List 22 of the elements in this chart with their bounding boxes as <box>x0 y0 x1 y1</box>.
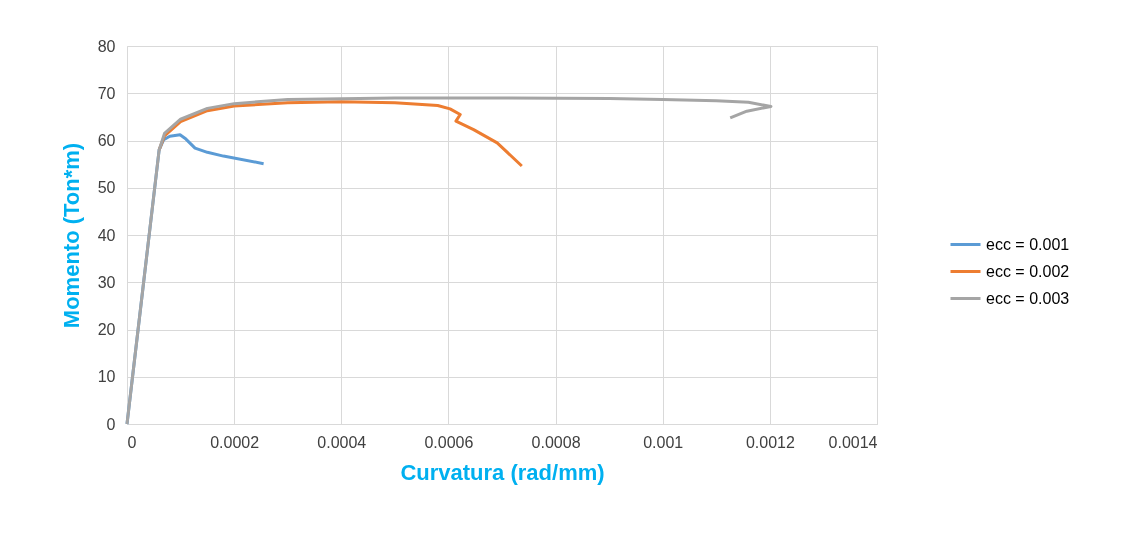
y-tick-label: 40 <box>97 226 116 244</box>
y-tick-label: 10 <box>97 368 116 386</box>
y-tick-label: 20 <box>97 321 116 338</box>
y-tick-label: 80 <box>97 37 116 55</box>
x-axis-title: Curvatura (rad/mm) <box>400 459 605 485</box>
x-tick-label: 0.0008 <box>531 433 581 451</box>
y-tick-label: 0 <box>106 415 116 433</box>
x-tick-label: 0.0014 <box>828 433 878 451</box>
x-tick-label: 0.001 <box>643 433 684 451</box>
x-tick-label: 0.0002 <box>210 433 260 451</box>
x-tick-label: 0.0006 <box>424 433 474 451</box>
x-tick-label: 0 <box>127 433 137 451</box>
y-tick-label: 60 <box>97 132 116 149</box>
x-tick-label: 0.0012 <box>745 433 795 451</box>
y-tick-label: 30 <box>97 273 116 291</box>
y-tick-label: 70 <box>97 84 116 102</box>
legend-label: ecc = 0.003 <box>986 289 1070 307</box>
y-tick-label: 50 <box>97 179 116 197</box>
legend-label: ecc = 0.002 <box>986 262 1070 280</box>
y-axis-title: Momento (Ton*m) <box>58 142 84 329</box>
legend-label: ecc = 0.001 <box>986 235 1070 253</box>
x-tick-label: 0.0004 <box>317 433 367 451</box>
